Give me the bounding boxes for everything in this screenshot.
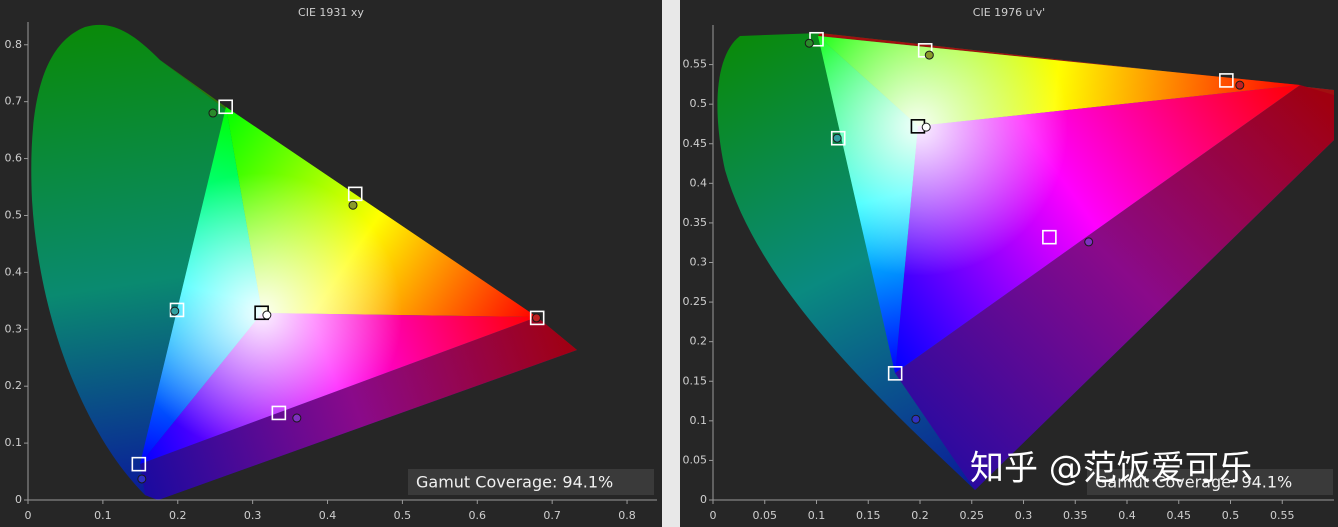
- x-tick-label: 0.4: [319, 509, 337, 522]
- x-tick-label: 0.5: [394, 509, 412, 522]
- target-marker: [529, 310, 545, 326]
- measured-marker: [921, 122, 931, 132]
- y-tick-label: 0.3: [690, 256, 708, 269]
- y-tick-label: 0.5: [5, 208, 23, 221]
- annotation: Gamut Coverage: 94.1%: [1095, 473, 1292, 492]
- x-tick-label: 0.35: [1063, 509, 1088, 522]
- x-tick-label: 0.2: [169, 509, 187, 522]
- measured-marker: [531, 313, 541, 323]
- x-tick-label: 0.55: [1270, 509, 1295, 522]
- measured-marker: [804, 38, 814, 48]
- x-tick-label: 0.8: [618, 509, 636, 522]
- y-tick-label: 0.1: [690, 414, 708, 427]
- y-tick-label: 0.2: [5, 379, 23, 392]
- measured-marker: [208, 108, 218, 118]
- target-marker: [347, 186, 363, 202]
- x-tick-label: 0.1: [808, 509, 826, 522]
- y-tick-label: 0.2: [690, 335, 708, 348]
- target-marker: [887, 366, 903, 381]
- y-tick-label: 0.6: [5, 152, 23, 165]
- y-tick-label: 0.7: [5, 95, 23, 108]
- measured-marker: [348, 200, 358, 210]
- target-marker: [218, 99, 233, 115]
- x-tick-label: 0.7: [543, 509, 561, 522]
- y-tick-label: 0.8: [5, 38, 23, 51]
- x-tick-label: 0.25: [960, 509, 985, 522]
- y-tick-label: 0: [700, 493, 707, 506]
- x-tick-label: 0.2: [911, 509, 929, 522]
- measured-marker: [832, 133, 842, 143]
- x-tick-label: 0.5: [1222, 509, 1240, 522]
- target-marker: [1042, 229, 1057, 245]
- measured-marker: [170, 306, 180, 316]
- y-tick-label: 0.15: [683, 374, 708, 387]
- target-marker: [131, 456, 147, 472]
- chart-title: CIE 1976 u'v': [973, 6, 1045, 19]
- y-tick-label: 0.45: [683, 137, 708, 150]
- x-tick-label: 0: [710, 509, 717, 522]
- x-tick-label: 0.05: [753, 509, 778, 522]
- x-tick-label: 0.4: [1118, 509, 1136, 522]
- y-tick-label: 0.5: [690, 97, 708, 110]
- y-tick-label: 0.1: [5, 436, 23, 449]
- annotation-box: [408, 469, 654, 495]
- y-tick-label: 0: [15, 493, 22, 506]
- x-tick-label: 0.45: [1167, 509, 1192, 522]
- y-tick-label: 0.3: [5, 322, 23, 335]
- y-tick-label: 0.35: [683, 216, 708, 229]
- target-marker: [1219, 73, 1234, 88]
- y-tick-label: 0.05: [683, 453, 708, 466]
- measured-marker: [1235, 80, 1245, 90]
- target-marker: [271, 405, 287, 421]
- chart-title: CIE 1931 xy: [298, 6, 364, 19]
- measured-marker: [1084, 237, 1094, 247]
- x-tick-label: 0.3: [244, 509, 262, 522]
- panel-separator: [662, 0, 680, 527]
- x-tick-label: 0.6: [469, 509, 487, 522]
- y-tick-label: 0.4: [5, 265, 23, 278]
- x-tick-label: 0: [25, 509, 32, 522]
- measured-marker: [911, 414, 921, 424]
- annotation-box: [1087, 469, 1333, 495]
- x-tick-label: 0.3: [1015, 509, 1033, 522]
- x-tick-label: 0.1: [94, 509, 112, 522]
- measured-marker: [137, 474, 147, 484]
- y-tick-label: 0.55: [683, 58, 708, 71]
- annotation: Gamut Coverage: 94.1%: [416, 473, 613, 492]
- watermark: 知乎 @范饭爱可乐: [970, 449, 1253, 489]
- measured-marker: [292, 413, 302, 423]
- x-tick-label: 0.15: [856, 509, 881, 522]
- y-tick-label: 0.25: [683, 295, 708, 308]
- measured-marker: [924, 50, 934, 60]
- chromaticity-diagram: [717, 33, 1334, 490]
- measured-marker: [262, 310, 272, 320]
- y-tick-label: 0.4: [690, 176, 708, 189]
- target-marker: [830, 130, 846, 146]
